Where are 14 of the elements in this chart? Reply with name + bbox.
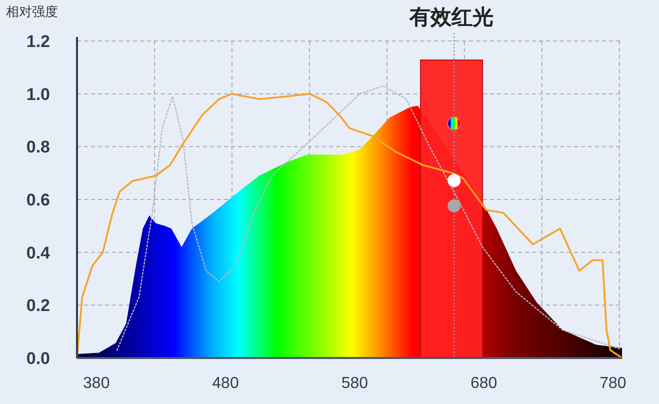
- band-label: 有效红光: [408, 6, 494, 29]
- y-tick-label: 1.0: [26, 84, 50, 104]
- y-tick-label: 0.6: [26, 190, 50, 210]
- y-tick-label: 0.8: [26, 138, 50, 157]
- x-tick-label: 780: [600, 375, 626, 392]
- x-tick-label: 480: [212, 375, 239, 392]
- y-tick-label: 0.4: [26, 243, 51, 262]
- y-tick-label: 0.0: [26, 349, 50, 368]
- y-axis-title: 相对强度: [6, 4, 58, 19]
- x-tick-label: 580: [341, 375, 368, 392]
- x-tick-label: 380: [83, 375, 110, 392]
- y-tick-label: 1.2: [26, 32, 50, 51]
- y-tick-label: 0.2: [26, 296, 50, 316]
- x-tick-label: 680: [470, 375, 498, 392]
